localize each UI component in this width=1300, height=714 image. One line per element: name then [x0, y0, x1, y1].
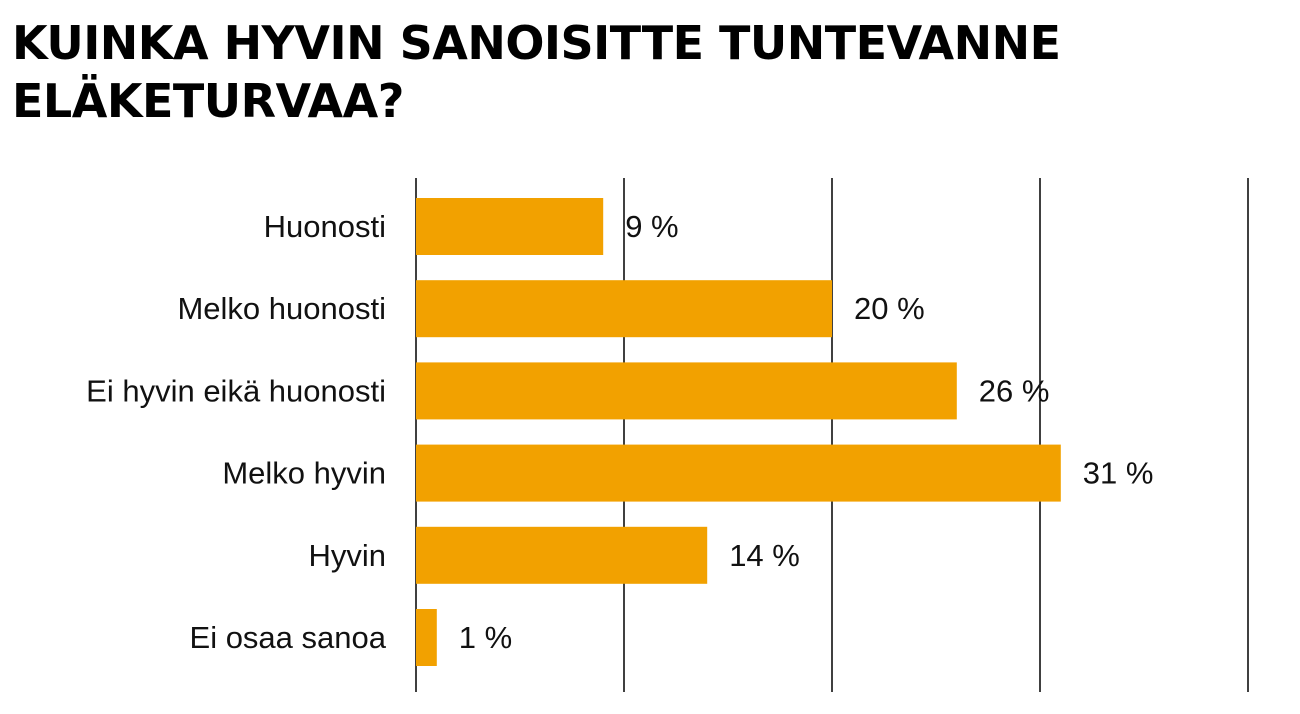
bar: [416, 526, 708, 584]
bar: [416, 444, 1061, 502]
category-label: Melko hyvin: [222, 456, 386, 491]
chart-title: KUINKA HYVIN SANOISITTE TUNTEVANNE ELÄKE…: [12, 14, 1282, 130]
value-label: 20 %: [854, 291, 925, 326]
bar: [416, 609, 437, 666]
value-label: 9 %: [625, 209, 678, 244]
value-label: 1 %: [459, 620, 512, 655]
bars: [416, 198, 1061, 666]
category-label: Melko huonosti: [177, 291, 386, 326]
category-label: Huonosti: [264, 209, 386, 244]
category-label: Hyvin: [308, 538, 386, 573]
chart-title-line-2: ELÄKETURVAA?: [12, 74, 404, 128]
bar: [416, 198, 604, 255]
category-label: Ei hyvin eikä huonosti: [86, 373, 386, 408]
value-label: 14 %: [729, 538, 800, 573]
gridlines: [415, 178, 1249, 692]
bar: [416, 280, 832, 338]
chart-title-line-1: KUINKA HYVIN SANOISITTE TUNTEVANNE: [12, 16, 1061, 70]
value-label: 26 %: [979, 373, 1050, 408]
bar: [416, 362, 957, 420]
category-label: Ei osaa sanoa: [190, 620, 387, 655]
value-label: 31 %: [1083, 456, 1154, 491]
labels: Huonosti 9 % Melko huonosti 20 % Ei hyvin ei…: [86, 209, 1153, 655]
